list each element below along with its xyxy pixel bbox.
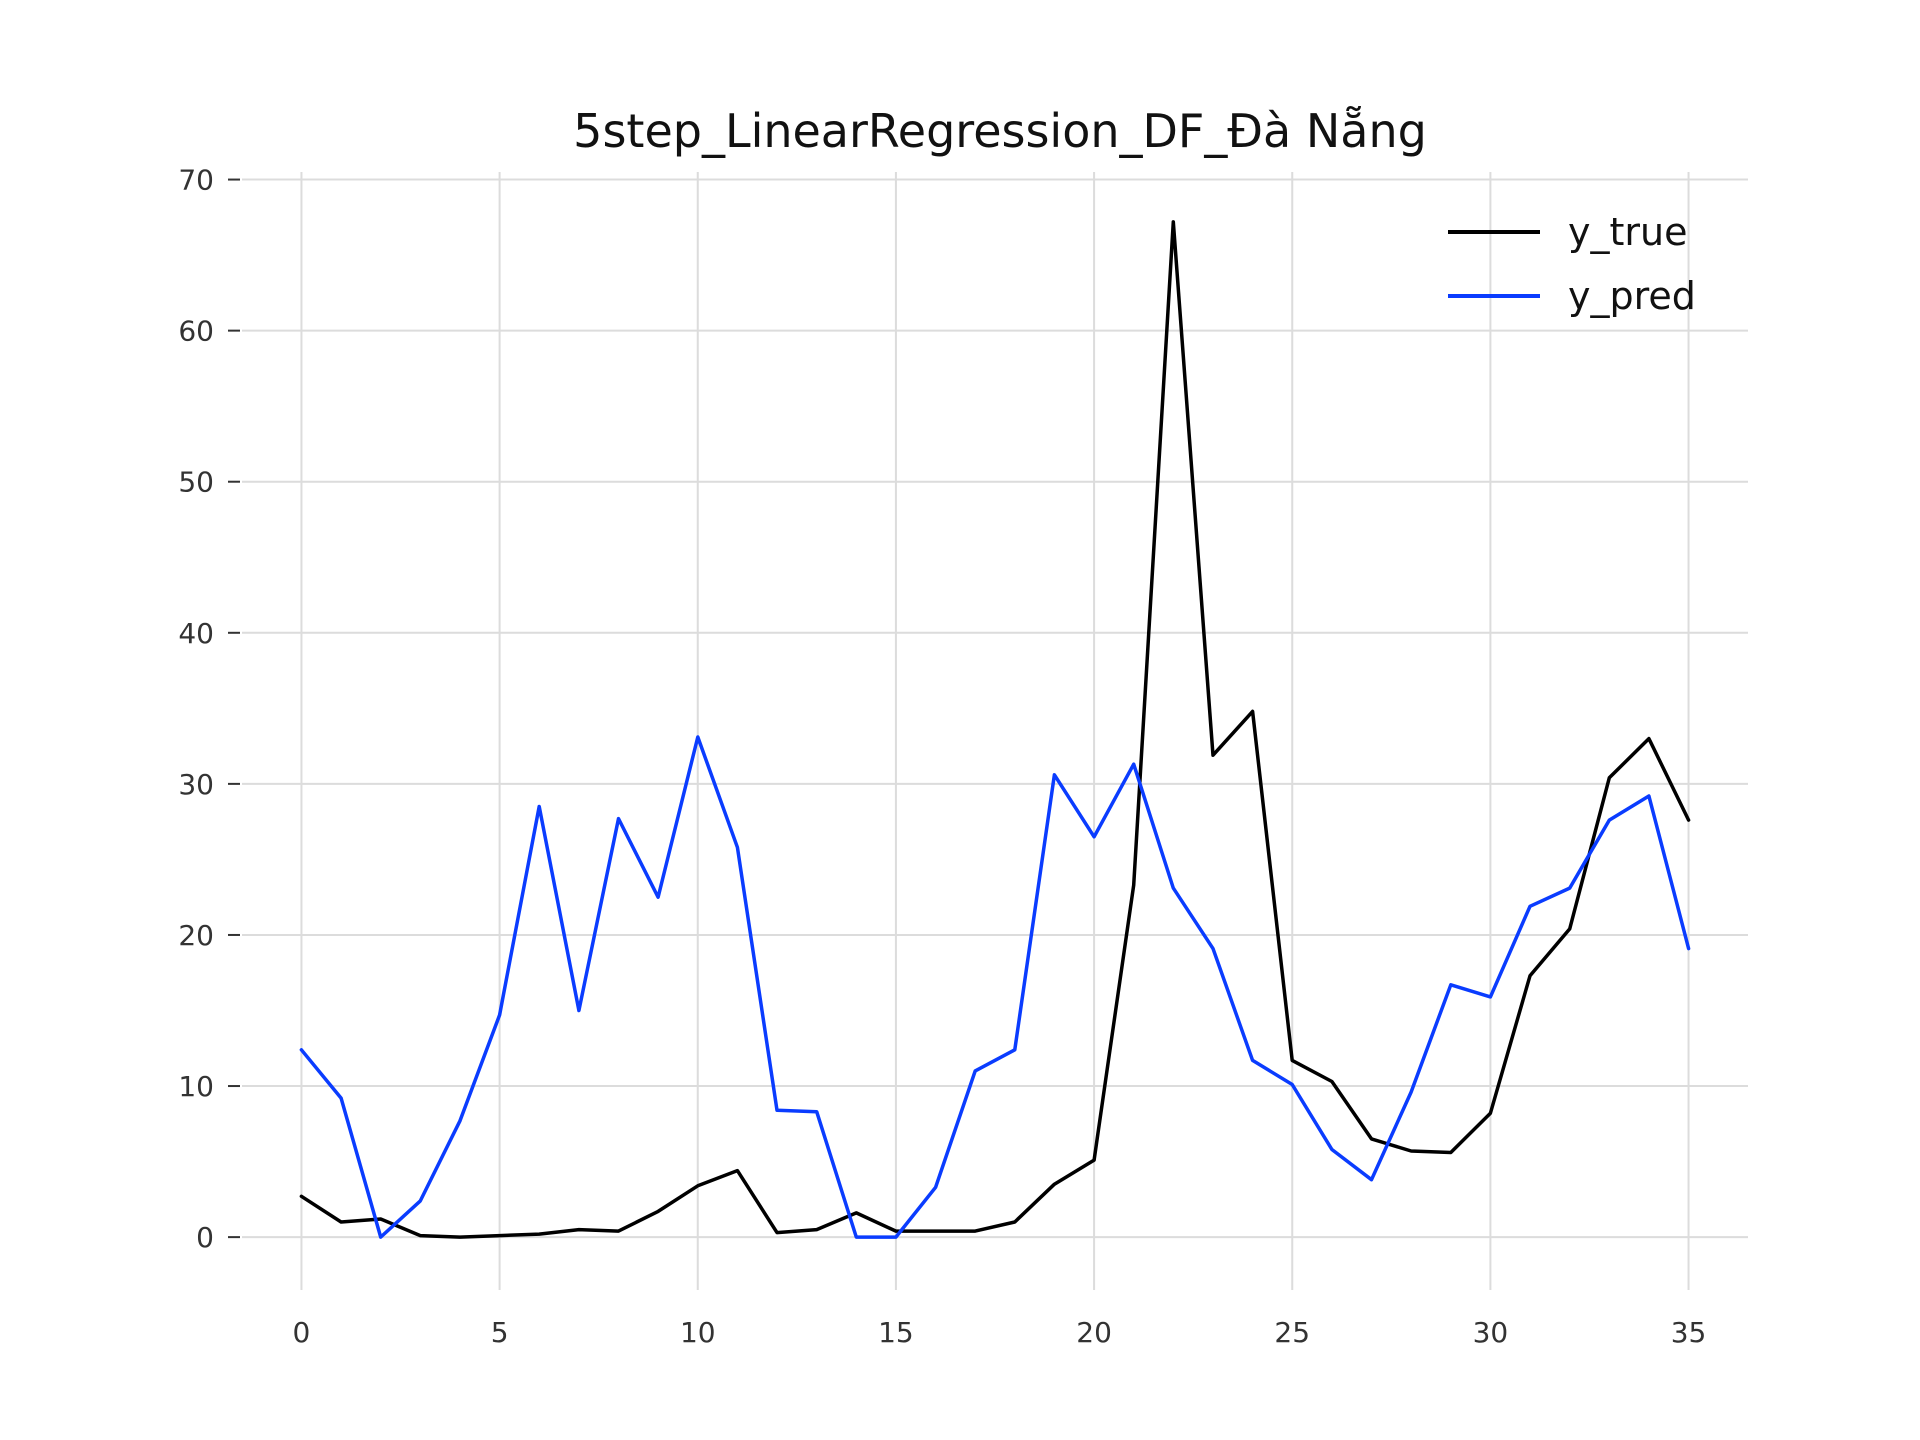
x-tick-label: 10 [680,1316,716,1349]
series-layer [299,220,1691,1239]
y-tick-label: 0 [196,1221,214,1254]
x-tick-label: 35 [1671,1316,1707,1349]
y-tick-label: 60 [178,315,214,348]
y-tick-label: 30 [178,768,214,801]
legend-label: y_true [1568,210,1687,254]
x-tick-label: 30 [1473,1316,1509,1349]
series-points-y-true [301,221,1689,1238]
chart-title: 5step_LinearRegression_DF_Đà Nẵng [573,104,1427,158]
y-tick-label: 10 [178,1070,214,1103]
x-tick-label: 20 [1076,1316,1112,1349]
y-tick-label: 40 [178,617,214,650]
y-tick-label: 50 [178,466,214,499]
legend-label: y_pred [1568,274,1696,318]
series-line-y-true [299,220,1691,1239]
y-tick-label: 70 [178,164,214,197]
x-tick-label: 5 [491,1316,509,1349]
series-points-y-pred [301,736,1689,1238]
legend: y_true y_pred [1448,210,1696,318]
x-axis: 0 5 10 15 20 25 30 35 [293,1316,1707,1349]
y-axis: 0 10 20 30 40 50 60 70 [178,164,240,1254]
x-tick-label: 0 [293,1316,311,1349]
series-line-y-pred [299,735,1691,1239]
x-tick-label: 25 [1274,1316,1310,1349]
x-tick-label: 15 [878,1316,914,1349]
grid [242,172,1748,1290]
y-tick-label: 20 [178,919,214,952]
